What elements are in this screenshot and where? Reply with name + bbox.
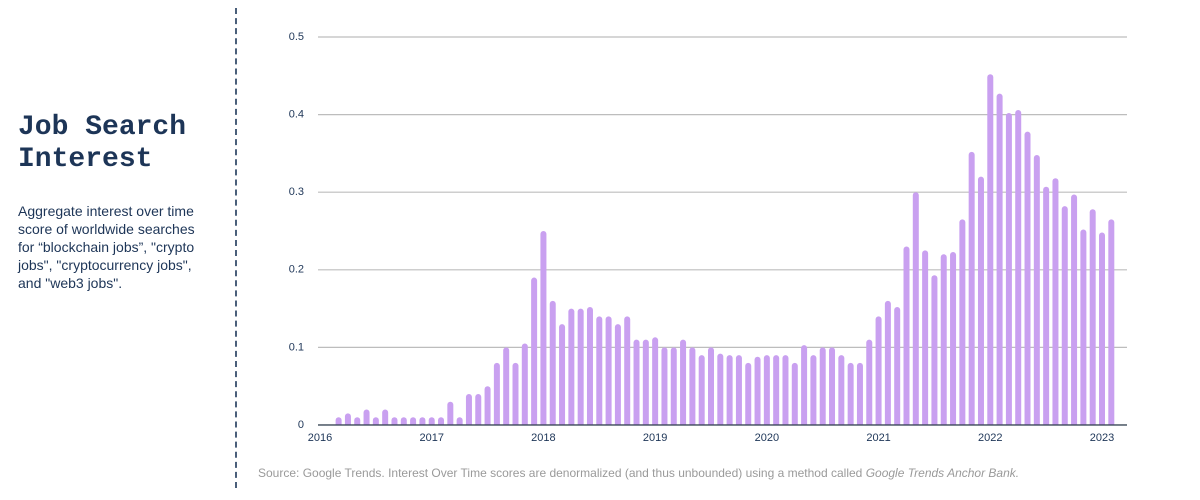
bar: [633, 339, 640, 428]
y-tick-label: 0.3: [289, 186, 304, 198]
bar: [493, 362, 500, 428]
bar: [959, 219, 966, 428]
bar: [661, 347, 668, 428]
source-note: Source: Google Trends. Interest Over Tim…: [258, 466, 1019, 480]
bar: [1080, 229, 1087, 428]
bar: [503, 347, 510, 428]
x-tick-label: 2017: [419, 432, 443, 444]
bar: [624, 316, 631, 428]
bar: [1099, 232, 1105, 428]
bar: [1061, 206, 1068, 428]
bar: [810, 355, 817, 428]
axis-cover: [316, 425, 1129, 432]
divider: [235, 8, 237, 488]
bar: [614, 324, 621, 428]
bar: [605, 316, 612, 428]
y-tick-label: 0: [298, 419, 304, 431]
bar: [559, 324, 566, 428]
x-tick-label: 2019: [643, 432, 667, 444]
bar: [894, 307, 901, 428]
bar: [735, 355, 742, 428]
bar: [1015, 109, 1022, 428]
bar: [708, 347, 714, 428]
bar: [1052, 178, 1059, 428]
bar: [652, 337, 659, 428]
bar: [950, 251, 957, 428]
bar: [1033, 154, 1040, 428]
bar: [977, 176, 984, 428]
x-tick-label: 2021: [866, 432, 890, 444]
y-tick-label: 0.1: [289, 341, 304, 353]
bar: [540, 231, 547, 428]
bar: [1108, 219, 1115, 428]
bar: [987, 74, 994, 429]
bar: [586, 307, 593, 428]
bar: [521, 343, 528, 428]
chart-subtitle: Aggregate interest over time score of wo…: [18, 203, 195, 291]
bar: [363, 409, 370, 428]
bar: [465, 393, 472, 428]
y-tick-label: 0.2: [289, 264, 304, 276]
source-text: Source: Google Trends. Interest Over Tim…: [258, 466, 863, 480]
bar: [754, 356, 761, 428]
bar: [968, 151, 975, 428]
bar: [484, 386, 491, 428]
bar: [344, 413, 351, 428]
bar: [1043, 186, 1050, 428]
bar: [922, 250, 929, 428]
bar: [596, 316, 603, 428]
bar: [531, 277, 538, 428]
bar: [763, 355, 770, 428]
bar: [745, 362, 752, 428]
bar: [931, 275, 938, 428]
bar: [996, 93, 1003, 428]
bar: [838, 355, 845, 428]
bar: [912, 192, 919, 428]
bar: [1024, 131, 1031, 428]
bar: [698, 355, 705, 428]
x-tick-label: 2022: [978, 432, 1002, 444]
bar: [847, 362, 854, 428]
y-tick-label: 0.5: [289, 31, 304, 43]
bar: [475, 393, 482, 428]
bar: [642, 339, 649, 428]
bar: [1089, 209, 1096, 428]
x-tick-label: 2023: [1090, 432, 1114, 444]
bar: [447, 401, 454, 428]
source-method: Google Trends Anchor Bank.: [865, 466, 1020, 480]
bar: [568, 308, 575, 428]
bar: [717, 353, 724, 428]
bar: [791, 362, 798, 428]
chart-title: Job Search Interest: [18, 112, 187, 175]
bar: [856, 362, 863, 428]
bar: [689, 347, 696, 428]
bar: [884, 300, 891, 428]
x-tick-label: 2018: [531, 432, 555, 444]
bar: [726, 355, 733, 428]
bar: [1005, 113, 1012, 428]
bar: [512, 362, 519, 428]
bar: [1071, 194, 1078, 428]
bar: [875, 316, 882, 428]
bar: [819, 347, 826, 428]
bar: [382, 409, 389, 428]
x-tick-label: 2020: [755, 432, 779, 444]
bar: [829, 347, 836, 428]
bar: [782, 355, 789, 428]
bar: [549, 300, 556, 428]
bar: [940, 254, 947, 428]
x-tick-label: 2016: [308, 432, 332, 444]
bar: [903, 246, 910, 428]
bar: [680, 339, 687, 428]
bar: [577, 308, 584, 428]
bar: [670, 347, 677, 428]
bar: [773, 355, 780, 428]
bar: [801, 345, 808, 428]
bar: [866, 339, 873, 428]
y-tick-label: 0.4: [289, 109, 304, 121]
